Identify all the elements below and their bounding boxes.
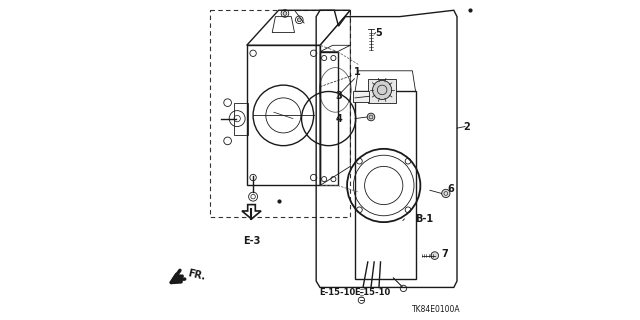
Circle shape [283,12,287,15]
Text: E-15-10: E-15-10 [319,288,356,297]
Text: 7: 7 [441,249,447,259]
Bar [368,79,396,103]
Circle shape [298,18,301,22]
Bar [353,91,369,102]
Text: 4: 4 [336,114,342,124]
Polygon shape [242,204,261,219]
Text: FR.: FR. [186,268,206,282]
Text: 2: 2 [463,122,470,132]
Circle shape [367,113,375,121]
Text: B-1: B-1 [415,214,434,224]
Circle shape [431,252,438,260]
Text: E-15-10: E-15-10 [355,288,390,297]
Text: 5: 5 [376,28,382,37]
Circle shape [442,189,450,197]
Text: 1: 1 [354,68,361,77]
Text: 3: 3 [336,91,342,101]
Text: 6: 6 [447,184,454,194]
Text: E-3: E-3 [243,236,260,246]
Circle shape [372,80,392,100]
Text: TK84E0100A: TK84E0100A [412,305,460,314]
